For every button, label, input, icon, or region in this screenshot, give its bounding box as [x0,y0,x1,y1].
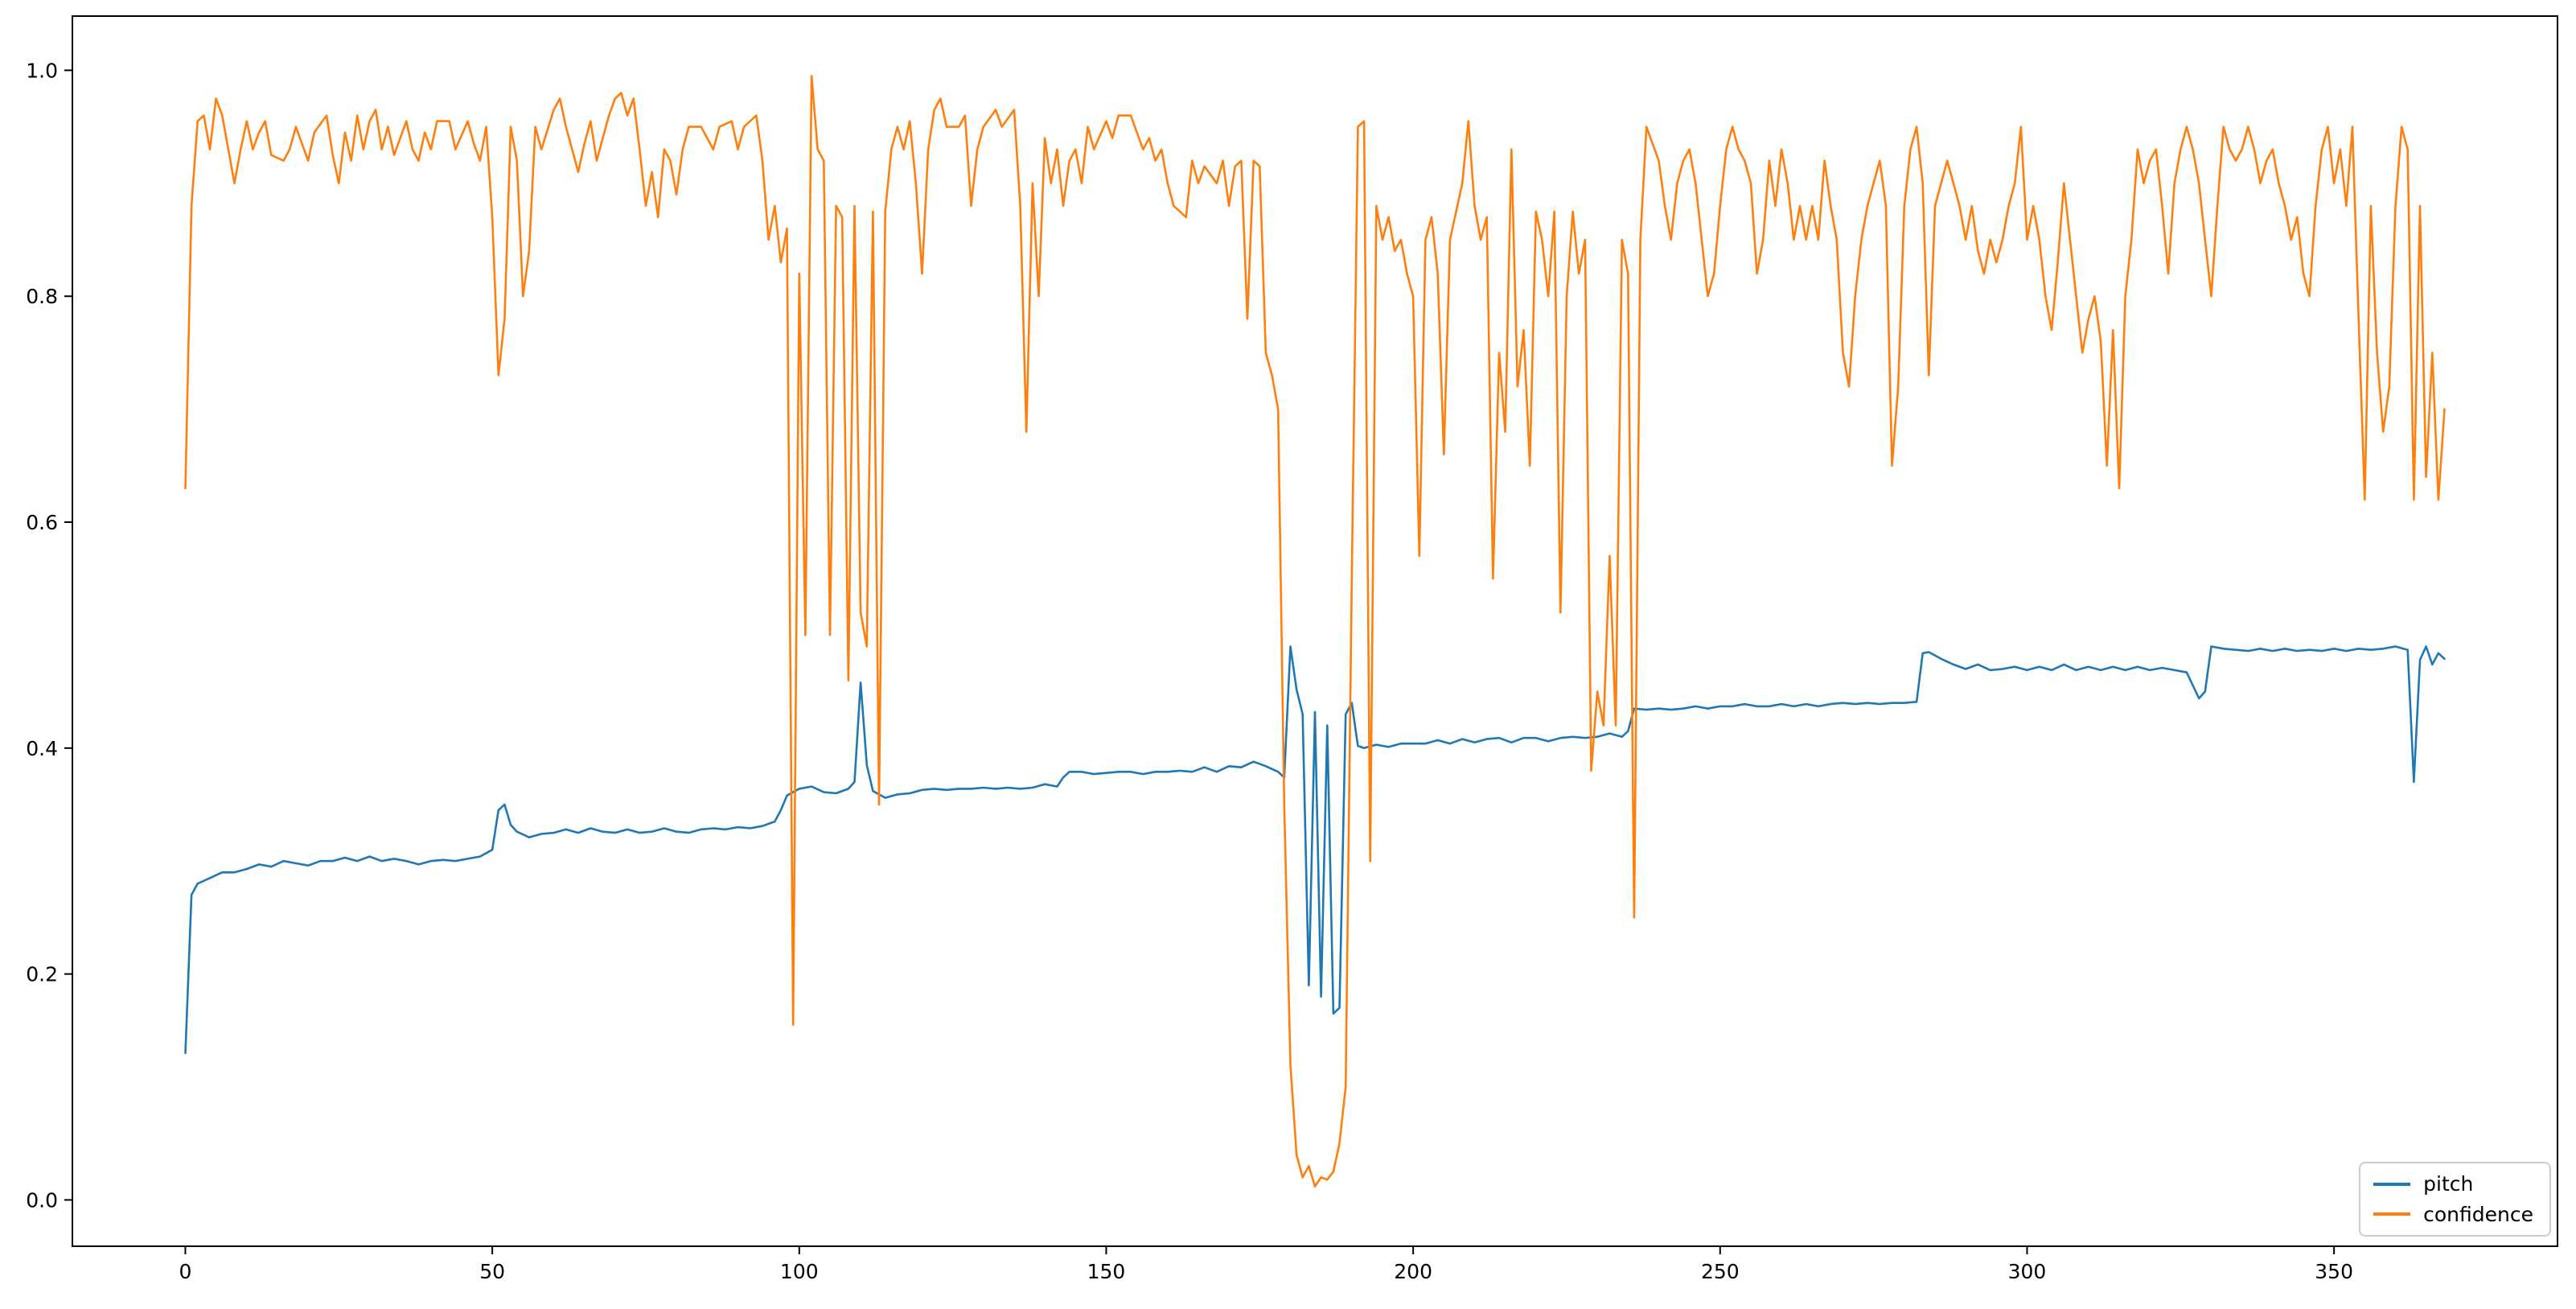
x-axis-tick-label: 350 [2315,1260,2353,1283]
y-axis-tick-label: 0.4 [26,737,58,760]
y-axis-tick-label: 0.2 [26,963,58,986]
confidence-line [184,75,2446,1188]
pitch-line-swatch-icon [2373,1182,2411,1186]
legend-label-pitch: pitch [2423,1172,2474,1196]
y-axis-tick-label: 0.0 [26,1188,58,1212]
confidence-line-swatch-icon [2373,1212,2411,1216]
legend-label-confidence: confidence [2423,1202,2533,1226]
y-axis-tick-label: 0.6 [26,511,58,534]
x-axis-tick-label: 200 [1394,1260,1432,1283]
x-axis-tick-label: 300 [2008,1260,2047,1283]
x-axis-tick-label: 50 [479,1260,505,1283]
pitch-line [184,645,2446,1055]
x-axis-tick-label: 0 [179,1260,192,1283]
plot-frame [72,15,2558,1247]
x-axis-tick-label: 150 [1087,1260,1126,1283]
x-axis-tick-label: 100 [780,1260,819,1283]
y-axis-tick-label: 1.0 [26,59,58,82]
legend-item-confidence: confidence [2373,1202,2533,1226]
x-axis-tick-label: 250 [1701,1260,1740,1283]
y-axis-tick-label: 0.8 [26,285,58,308]
legend-item-pitch: pitch [2373,1173,2533,1196]
legend: pitch confidence [2359,1162,2551,1237]
